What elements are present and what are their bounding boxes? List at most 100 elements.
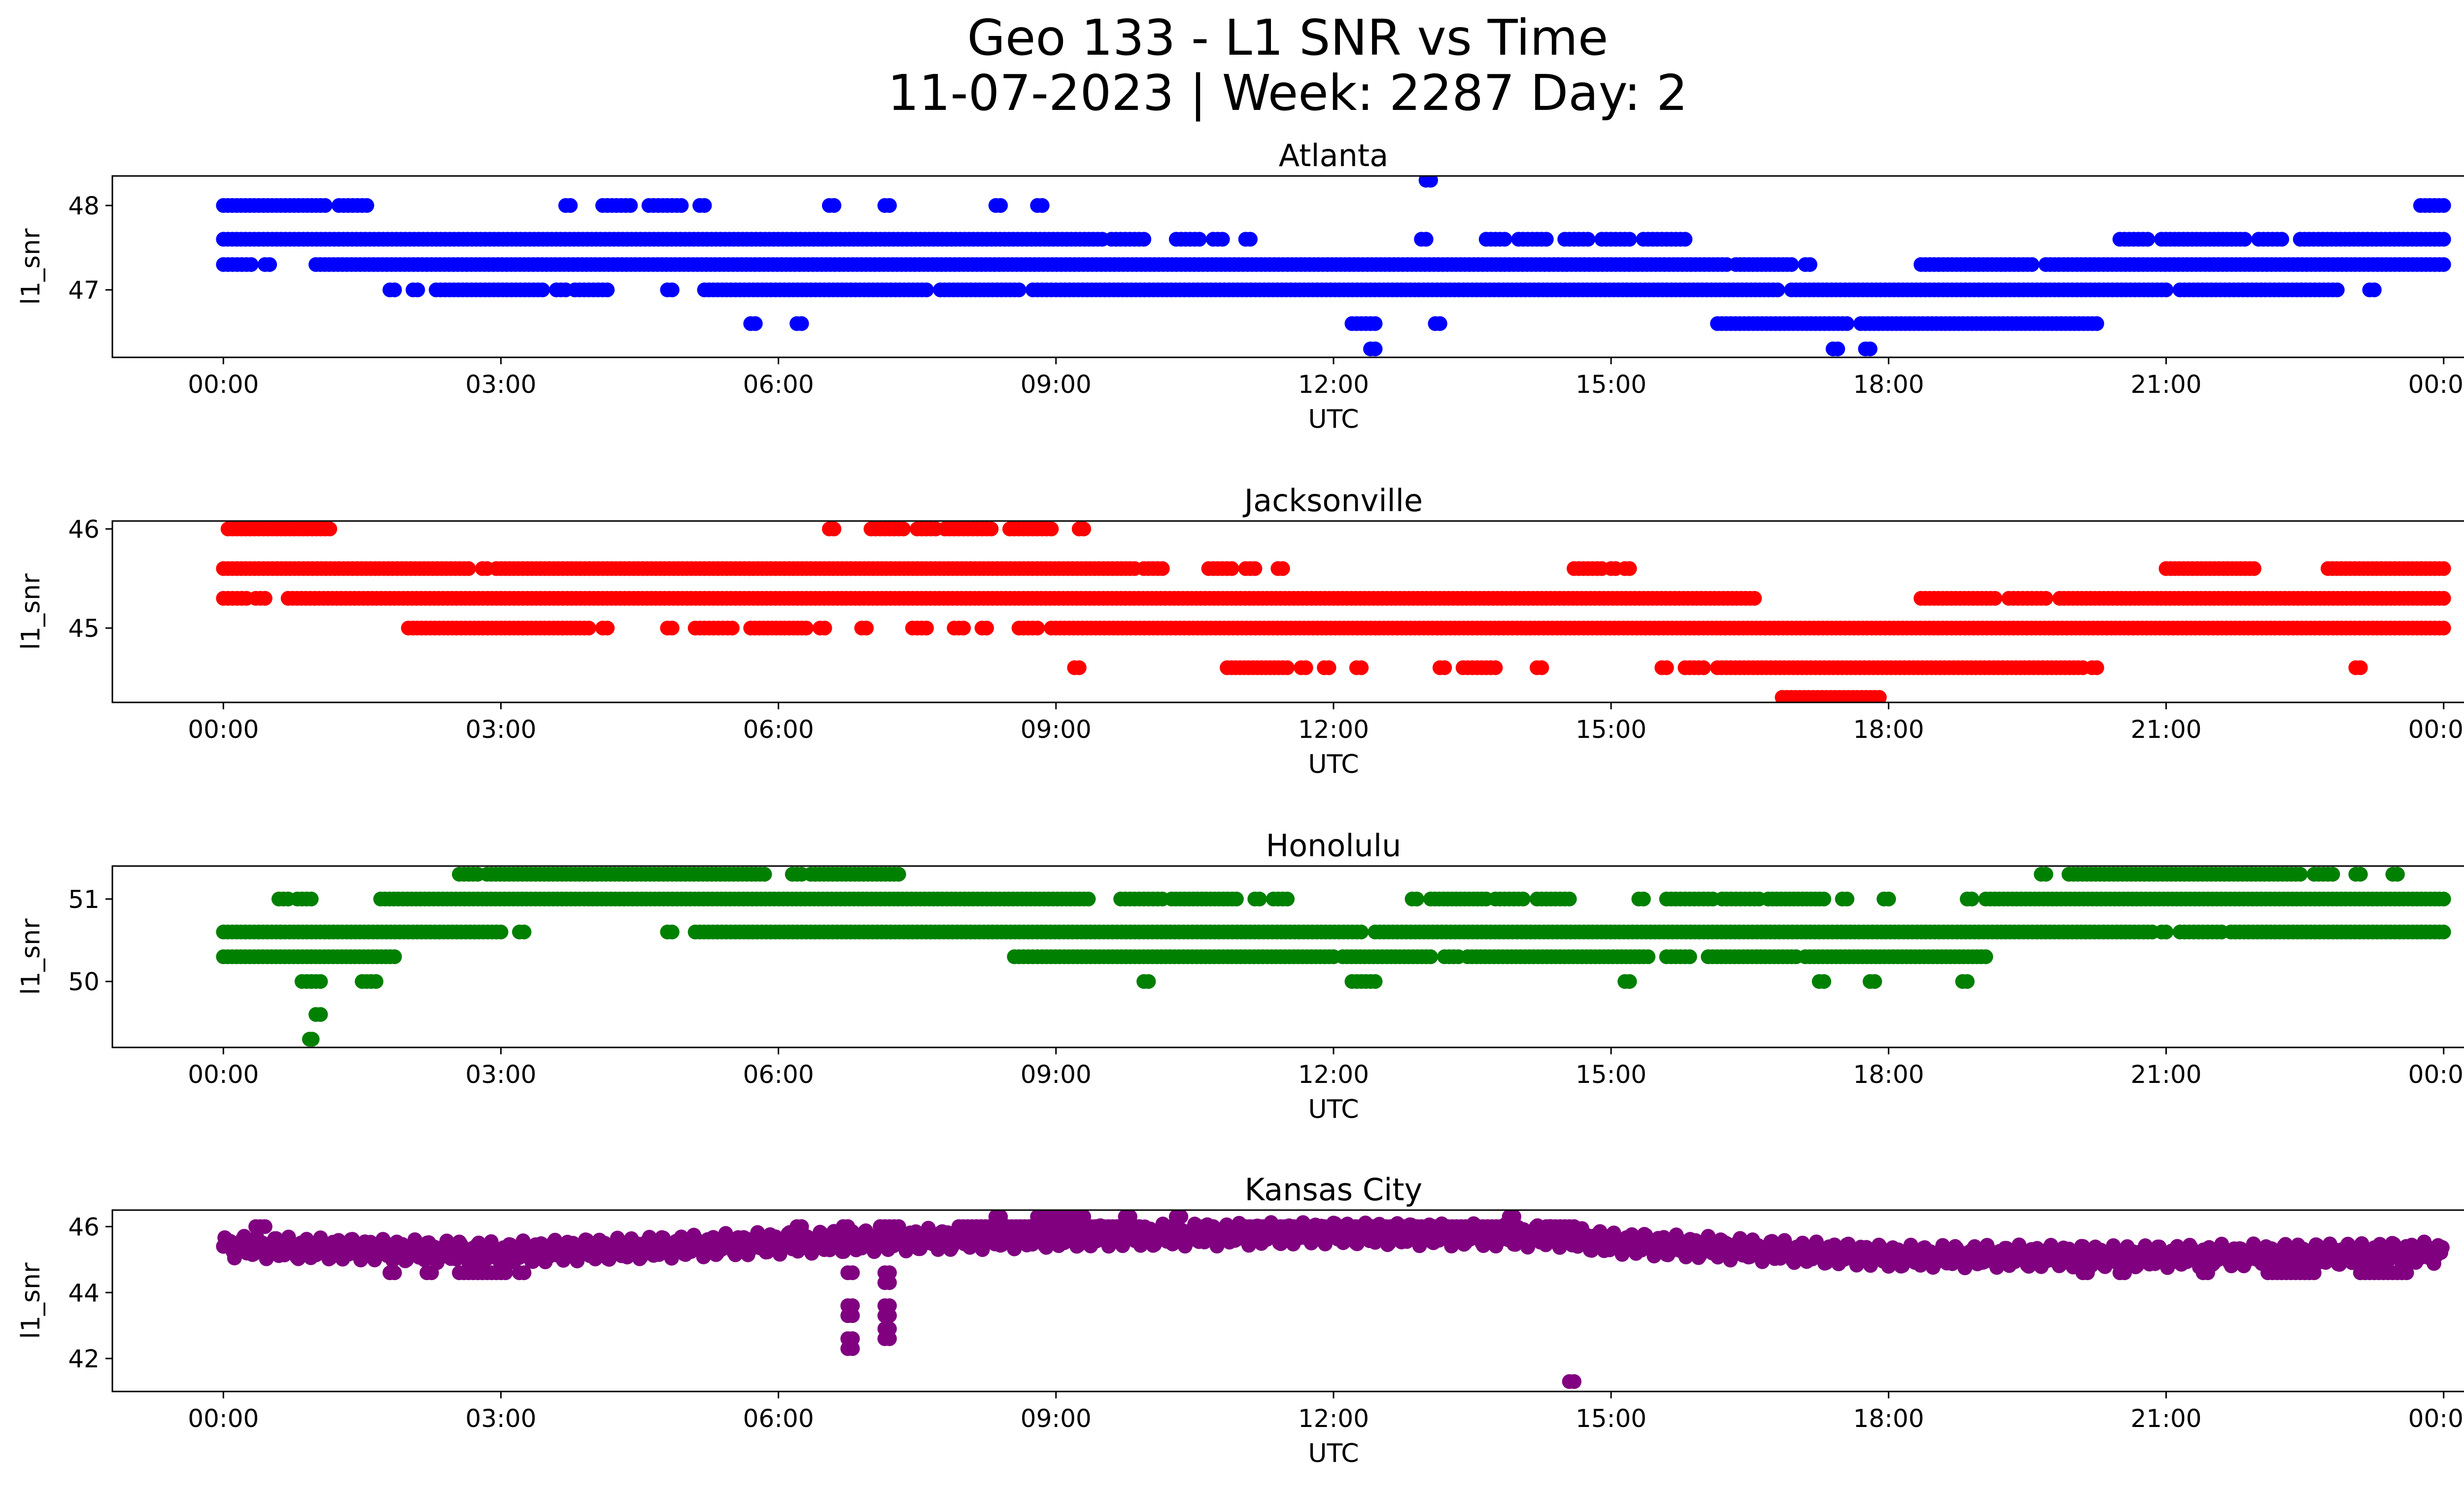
x-tick-label: 09:00 bbox=[1021, 1060, 1092, 1089]
data-point bbox=[1622, 232, 1637, 247]
x-tick-label: 00:00 bbox=[188, 1060, 259, 1089]
data-point bbox=[724, 621, 740, 636]
data-point bbox=[882, 1308, 897, 1323]
x-tick-label: 03:00 bbox=[465, 715, 536, 744]
subplot-title: Atlanta bbox=[1279, 138, 1388, 174]
data-point bbox=[1816, 974, 1831, 989]
data-point bbox=[461, 561, 476, 576]
data-point bbox=[410, 282, 425, 298]
data-point bbox=[984, 522, 999, 537]
data-point bbox=[697, 198, 712, 213]
y-tick-label: 50 bbox=[68, 968, 100, 996]
x-tick-label: 03:00 bbox=[465, 1060, 536, 1089]
data-point bbox=[2436, 591, 2451, 606]
data-point bbox=[1076, 522, 1092, 537]
x-tick-label: 18:00 bbox=[1853, 1060, 1924, 1089]
x-tick-label: 12:00 bbox=[1298, 370, 1369, 399]
data-point bbox=[1437, 660, 1452, 675]
data-point bbox=[1696, 660, 1711, 675]
data-point bbox=[243, 257, 259, 272]
data-point bbox=[1659, 660, 1674, 675]
x-tick-label: 09:00 bbox=[1021, 715, 1092, 744]
x-tick-label: 09:00 bbox=[1021, 370, 1092, 399]
data-point bbox=[664, 282, 680, 298]
data-point bbox=[317, 198, 333, 213]
data-point bbox=[1839, 891, 1854, 906]
data-point bbox=[2325, 867, 2340, 882]
data-point bbox=[600, 621, 615, 636]
data-point bbox=[1136, 232, 1152, 247]
data-point bbox=[757, 867, 772, 882]
data-point bbox=[826, 198, 842, 213]
data-points bbox=[216, 522, 2451, 702]
data-point bbox=[1862, 341, 1878, 356]
x-axis-label: UTC bbox=[1308, 750, 1359, 779]
data-point bbox=[674, 198, 689, 213]
data-point bbox=[1409, 891, 1424, 906]
data-point bbox=[322, 522, 338, 537]
data-point bbox=[1567, 1374, 1582, 1389]
data-point bbox=[1224, 561, 1239, 576]
data-point bbox=[1252, 891, 1267, 906]
data-point bbox=[1881, 891, 1896, 906]
data-point bbox=[919, 282, 934, 298]
x-tick-label: 15:00 bbox=[1575, 715, 1646, 744]
data-point bbox=[2436, 257, 2451, 272]
x-tick-label: 12:00 bbox=[1298, 715, 1369, 744]
y-axis-label: l1_snr bbox=[16, 228, 46, 305]
data-point bbox=[2366, 282, 2382, 298]
data-point bbox=[305, 1032, 320, 1047]
data-point bbox=[2246, 561, 2261, 576]
data-point bbox=[369, 974, 383, 989]
data-point bbox=[1192, 232, 1207, 247]
x-tick-label: 21:00 bbox=[2130, 370, 2201, 399]
y-tick-label: 46 bbox=[68, 515, 100, 544]
data-point bbox=[1488, 660, 1503, 675]
data-point bbox=[313, 1007, 328, 1022]
data-point bbox=[664, 924, 680, 939]
data-point bbox=[1368, 974, 1383, 989]
data-point bbox=[387, 949, 402, 964]
data-point bbox=[1423, 176, 1438, 188]
y-tick-label: 45 bbox=[68, 614, 100, 643]
data-point bbox=[1011, 282, 1027, 298]
data-point bbox=[979, 621, 994, 636]
data-point bbox=[882, 198, 897, 213]
data-point bbox=[516, 1265, 532, 1281]
data-point bbox=[1354, 660, 1369, 675]
data-point bbox=[1034, 198, 1050, 213]
data-point bbox=[799, 621, 814, 636]
data-point bbox=[1071, 660, 1087, 675]
data-point bbox=[2274, 232, 2290, 247]
data-point bbox=[2038, 591, 2053, 606]
x-tick-label: 21:00 bbox=[2130, 1060, 2201, 1089]
data-point bbox=[1747, 591, 1762, 606]
y-tick-label: 47 bbox=[68, 276, 100, 305]
data-point bbox=[896, 522, 911, 537]
x-tick-label: 00:00 bbox=[2408, 1060, 2464, 1089]
x-tick-label: 18:00 bbox=[1853, 370, 1924, 399]
y-axis-label: l1_snr bbox=[16, 918, 46, 995]
data-point bbox=[1978, 949, 1993, 964]
data-point bbox=[1830, 341, 1846, 356]
data-point bbox=[794, 316, 809, 331]
data-point bbox=[359, 198, 375, 213]
data-point bbox=[891, 867, 906, 882]
data-point bbox=[1229, 891, 1244, 906]
y-tick-label: 48 bbox=[68, 192, 100, 220]
data-point bbox=[600, 282, 615, 298]
data-point bbox=[1243, 232, 1258, 247]
data-point bbox=[2353, 867, 2368, 882]
data-point bbox=[563, 198, 578, 213]
data-point bbox=[1497, 232, 1512, 247]
data-point bbox=[1964, 891, 1980, 906]
data-point bbox=[1636, 891, 1651, 906]
data-point bbox=[1872, 690, 1887, 702]
data-point bbox=[1539, 232, 1554, 247]
data-point bbox=[257, 1219, 273, 1234]
data-point bbox=[535, 282, 550, 298]
data-point bbox=[1141, 974, 1156, 989]
data-point bbox=[2436, 561, 2451, 576]
